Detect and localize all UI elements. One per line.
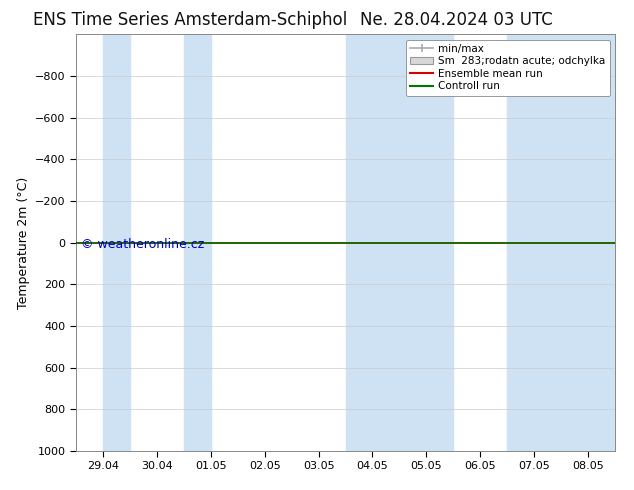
Text: ENS Time Series Amsterdam-Schiphol: ENS Time Series Amsterdam-Schiphol <box>33 11 347 29</box>
Text: © weatheronline.cz: © weatheronline.cz <box>81 238 205 251</box>
Y-axis label: Temperature 2m (°C): Temperature 2m (°C) <box>16 176 30 309</box>
Bar <box>184 34 210 451</box>
Bar <box>507 34 615 451</box>
Bar <box>103 34 130 451</box>
Text: Ne. 28.04.2024 03 UTC: Ne. 28.04.2024 03 UTC <box>360 11 553 29</box>
Legend: min/max, Sm  283;rodatn acute; odchylka, Ensemble mean run, Controll run: min/max, Sm 283;rodatn acute; odchylka, … <box>406 40 610 96</box>
Bar <box>346 34 453 451</box>
